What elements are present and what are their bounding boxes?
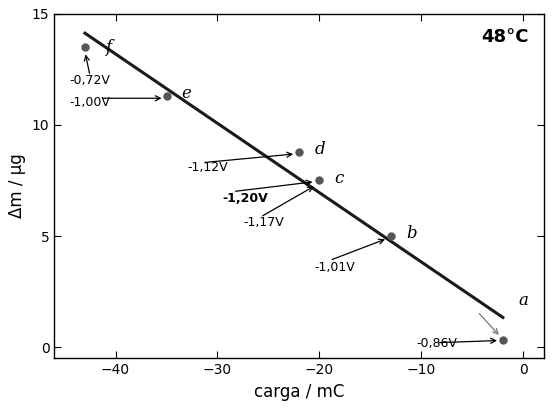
Text: a: a [518,292,528,309]
Text: e: e [182,85,192,102]
Text: f: f [105,39,112,56]
Text: -1,12V: -1,12V [187,161,227,174]
Text: -0,86V: -0,86V [416,337,457,350]
Y-axis label: Δm / μg: Δm / μg [8,154,26,218]
Text: c: c [335,170,344,187]
Text: 48°C: 48°C [481,28,529,46]
Text: -1,20V: -1,20V [222,192,268,205]
X-axis label: carga / mC: carga / mC [254,383,344,401]
Text: b: b [406,225,417,242]
Text: -1,17V: -1,17V [243,216,284,229]
Text: -1,01V: -1,01V [314,261,355,274]
Text: -0,72V: -0,72V [70,74,110,87]
Text: d: d [314,141,325,158]
Text: -1,00V: -1,00V [70,96,110,109]
